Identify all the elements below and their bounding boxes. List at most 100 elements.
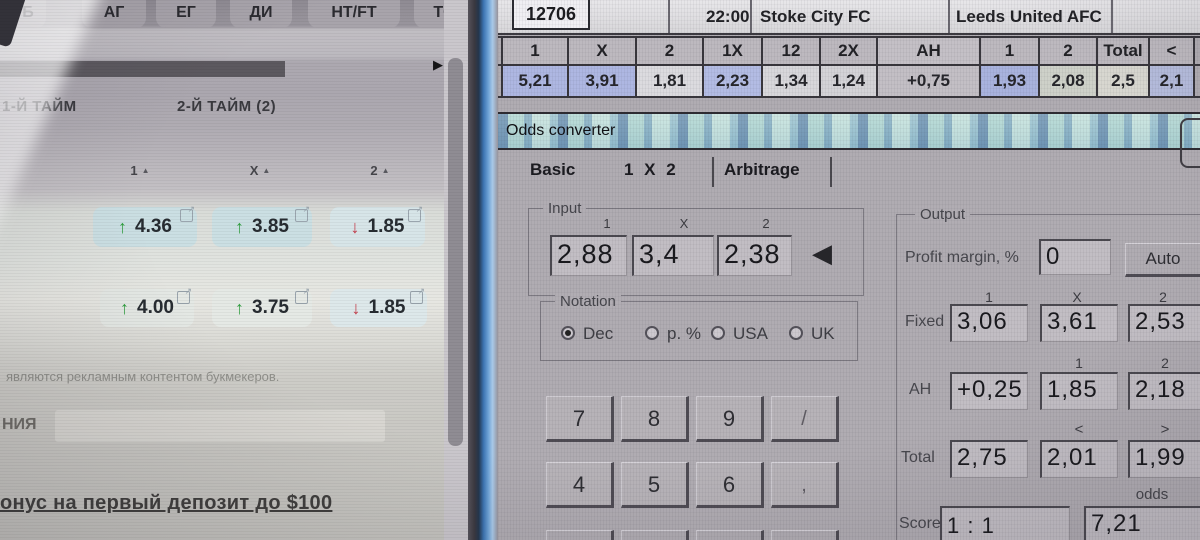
ah-2-field[interactable]: 2,18 — [1128, 372, 1200, 410]
odds-cell[interactable]: ↓ 1.85 ↗ — [330, 204, 425, 247]
odds-value-cell[interactable]: 2,5 — [1098, 66, 1150, 96]
odds-value: 3.75 — [252, 297, 289, 318]
fixed-2-field[interactable]: 2,53 — [1128, 304, 1200, 342]
odds-cell[interactable]: ↑ 4.36 ↗ — [93, 204, 197, 247]
market-tab-ag[interactable]: АГ — [82, 0, 146, 28]
external-link-icon[interactable]: ↗ — [295, 204, 310, 222]
radio-uk[interactable] — [789, 326, 803, 340]
input-field-x[interactable]: 3,4 — [632, 235, 714, 276]
odds-header-cell[interactable]: 2 — [637, 38, 704, 64]
odds-value-cell[interactable]: 2,08 — [1040, 66, 1098, 96]
odds-value-cell[interactable]: 1,34 — [763, 66, 821, 96]
odds-column-header-x[interactable]: X ▲ — [225, 163, 295, 178]
total-line-field[interactable]: 2,75 — [950, 440, 1028, 478]
external-link-icon[interactable]: ↗ — [177, 286, 192, 304]
odds-cell[interactable]: ↑ 3.75 ↗ — [212, 286, 312, 327]
input-field-1[interactable]: 2,88 — [550, 235, 627, 276]
radio-label-usa[interactable]: USA — [733, 324, 768, 343]
radio-label-percent[interactable]: p. % — [667, 324, 702, 343]
odds-cell[interactable]: ↑ 3.85 ↗ — [212, 204, 312, 247]
odds-value-cell[interactable]: 1,24 — [821, 66, 878, 96]
odds-value-cell[interactable]: 2,23 — [704, 66, 763, 96]
odds-cell[interactable]: ↑ 4.00 ↗ — [100, 286, 194, 327]
keypad-key-8[interactable]: 8 — [621, 396, 689, 442]
odds-value-cell[interactable]: 1,81 — [637, 66, 704, 96]
odds-value-cell[interactable]: 2,1 — [1150, 66, 1195, 96]
odds-header-cell[interactable]: X — [569, 38, 637, 64]
external-arrow: ↗ — [302, 286, 310, 296]
radio-usa[interactable] — [711, 326, 725, 340]
scrollbar[interactable] — [444, 0, 468, 540]
fixed-1-field[interactable]: 3,06 — [950, 304, 1028, 342]
odds-header-cell[interactable]: 12 — [763, 38, 821, 64]
odds-value-cell[interactable]: +0,75 — [878, 66, 981, 96]
odds-header-cell[interactable]: 1 — [981, 38, 1040, 64]
total-under-field[interactable]: 2,01 — [1040, 440, 1118, 478]
odds-header-cell[interactable]: 1X — [704, 38, 763, 64]
keypad-key-4[interactable]: 4 — [546, 462, 614, 508]
market-tab-eg[interactable]: ЕГ — [156, 0, 216, 28]
odds-header-cell[interactable]: < — [1150, 38, 1195, 64]
group-label-output: Output — [915, 206, 971, 223]
radio-dec[interactable] — [561, 326, 575, 340]
titlebar-button[interactable] — [1180, 118, 1200, 168]
keypad-key-partial[interactable] — [696, 530, 764, 540]
bonus-link[interactable]: онус на первый депозит до $100 — [0, 492, 333, 514]
keypad-key-7[interactable]: 7 — [546, 396, 614, 442]
output-col-label-1: 1 — [985, 289, 993, 305]
trend-down-icon: ↓ — [350, 216, 360, 237]
total-over-label: > — [1160, 421, 1170, 438]
odds-value-cell[interactable]: 3,91 — [569, 66, 637, 96]
auto-button[interactable]: Auto — [1125, 243, 1200, 277]
radio-label-dec[interactable]: Dec — [583, 324, 614, 343]
scrollbar-thumb[interactable] — [448, 58, 463, 446]
keypad-key-partial[interactable] — [621, 530, 689, 540]
keypad-key-partial[interactable] — [546, 530, 614, 540]
radio-label-uk[interactable]: UK — [811, 324, 835, 343]
odds-column-header-1[interactable]: 1 ▲ — [105, 163, 175, 178]
key-label: , — [801, 474, 807, 496]
tab-basic[interactable]: Basic — [530, 160, 576, 179]
market-tab-di[interactable]: ДИ — [230, 0, 292, 28]
total-over-field[interactable]: 1,99 — [1128, 440, 1200, 478]
fixed-x-field[interactable]: 3,61 — [1040, 304, 1118, 342]
tab-arbitrage[interactable]: Arbitrage — [724, 160, 800, 179]
section-title-first-half: 1-Й ТАЙМ — [2, 98, 77, 115]
key-label: 5 — [647, 472, 661, 497]
external-arrow: ↗ — [187, 204, 195, 214]
expand-arrow-icon[interactable]: ▶ — [433, 57, 443, 72]
prev-triangle-button[interactable]: ◀ — [812, 238, 832, 268]
field-value: 2,88 — [557, 239, 614, 269]
odds-header-cell[interactable]: 2 — [1040, 38, 1098, 64]
market-tab-htft[interactable]: HT/FT — [308, 0, 400, 28]
keypad-key-partial[interactable] — [771, 530, 839, 540]
score-row-label: Score — [899, 515, 941, 532]
odds-value-cell[interactable]: 5,21 — [501, 66, 569, 96]
external-link-icon[interactable]: ↗ — [295, 286, 310, 304]
keypad-key-9[interactable]: 9 — [696, 396, 764, 442]
keypad-key-6[interactable]: 6 — [696, 462, 764, 508]
odds-column-header-2[interactable]: 2 ▲ — [345, 163, 415, 178]
external-link-icon[interactable]: ↗ — [408, 204, 423, 222]
external-link-icon[interactable]: ↗ — [180, 204, 195, 222]
odds-cell[interactable]: ↓ 1.85 ↗ — [330, 286, 427, 327]
converter-titlebar[interactable]: Odds converter — [498, 112, 1200, 168]
odds-header-cell[interactable]: 2X — [821, 38, 878, 64]
ah-1-field[interactable]: 1,85 — [1040, 372, 1118, 410]
input-field-2[interactable]: 2,38 — [717, 235, 792, 276]
external-link-icon[interactable]: ↗ — [410, 286, 425, 304]
odds-header-cell[interactable]: AH — [878, 38, 981, 64]
keypad-key-divide[interactable]: / — [771, 396, 839, 442]
column-label: X — [249, 163, 259, 178]
tab-1x2[interactable]: 1 X 2 — [624, 160, 679, 179]
radio-percent[interactable] — [645, 326, 659, 340]
odds-header-cell[interactable]: Total — [1098, 38, 1150, 64]
score-field[interactable]: 1 : 1 — [940, 506, 1070, 540]
keypad-key-comma[interactable]: , — [771, 462, 839, 508]
odds-value-cell[interactable]: 1,93 — [981, 66, 1040, 96]
profit-margin-field[interactable]: 0 — [1039, 239, 1111, 275]
keypad-key-5[interactable]: 5 — [621, 462, 689, 508]
score-odds-field[interactable]: 7,21 — [1084, 506, 1200, 540]
ah-handicap-field[interactable]: +0,25 — [950, 372, 1028, 410]
odds-header-cell[interactable]: 1 — [501, 38, 569, 64]
